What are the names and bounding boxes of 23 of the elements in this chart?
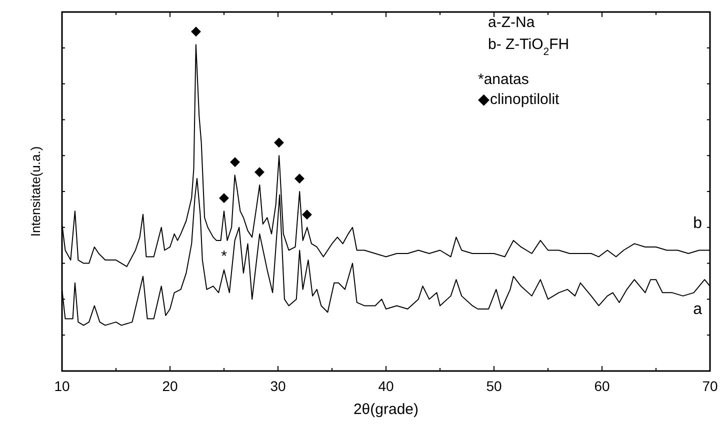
- annotation: ◆clinoptilolit: [478, 91, 560, 108]
- x-tick-label: 70: [702, 378, 718, 394]
- y-axis-title: Intensitate(u.a.): [28, 146, 43, 237]
- annotation: *: [221, 248, 228, 266]
- annotation: ◆: [274, 134, 284, 150]
- legend-label: a: [693, 301, 702, 318]
- legend-label: b: [693, 215, 702, 232]
- x-tick-label: 40: [378, 378, 394, 394]
- annotation: ◆: [294, 170, 305, 186]
- annotation: b- Z-TiO$_{2}$FH: [488, 36, 570, 58]
- annotation: ◆: [219, 190, 229, 205]
- annotation: ◆: [230, 154, 240, 169]
- x-tick-label: 20: [162, 378, 178, 394]
- text: a-Z-Na: [488, 14, 536, 31]
- annotation: ◆: [254, 164, 265, 179]
- x-tick-label: 50: [486, 378, 502, 394]
- annotation: ◆: [302, 206, 312, 221]
- x-tick-label: 30: [270, 378, 286, 394]
- annotation: ◆: [190, 23, 201, 38]
- x-tick-label: 10: [54, 378, 70, 394]
- annotation: *anatas: [478, 71, 529, 88]
- x-axis-title: 2θ(grade): [353, 401, 419, 418]
- x-tick-label: 60: [594, 378, 610, 394]
